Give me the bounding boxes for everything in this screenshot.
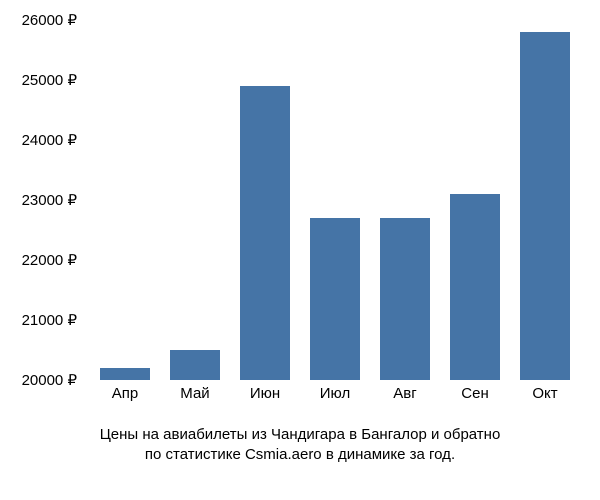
price-chart: 20000 ₽21000 ₽22000 ₽23000 ₽24000 ₽25000… (90, 20, 580, 400)
y-tick-label: 22000 ₽ (22, 251, 77, 269)
y-tick-label: 25000 ₽ (22, 71, 77, 89)
x-tick-label: Май (180, 385, 209, 402)
y-tick-label: 21000 ₽ (22, 311, 77, 329)
y-axis: 20000 ₽21000 ₽22000 ₽23000 ₽24000 ₽25000… (0, 20, 85, 380)
x-tick-label: Апр (112, 385, 138, 402)
y-tick-label: 26000 ₽ (22, 11, 77, 29)
bar (380, 218, 430, 380)
bar (100, 368, 150, 380)
bar (170, 350, 220, 380)
x-tick-label: Июн (250, 385, 280, 402)
chart-caption: Цены на авиабилеты из Чандигара в Бангал… (0, 425, 600, 466)
x-tick-label: Авг (393, 385, 416, 402)
bar (310, 218, 360, 380)
y-tick-label: 24000 ₽ (22, 131, 77, 149)
caption-line-1: Цены на авиабилеты из Чандигара в Бангал… (100, 426, 501, 443)
bar (520, 32, 570, 380)
y-tick-label: 23000 ₽ (22, 191, 77, 209)
bars-group (90, 20, 580, 380)
bar (450, 194, 500, 380)
plot-area: 20000 ₽21000 ₽22000 ₽23000 ₽24000 ₽25000… (90, 20, 580, 380)
y-tick-label: 20000 ₽ (22, 371, 77, 389)
x-axis: Апр Май Июн Июл Авг Сен Окт (90, 385, 580, 405)
bar (240, 86, 290, 380)
x-tick-label: Окт (532, 385, 557, 402)
x-tick-label: Июл (320, 385, 350, 402)
x-tick-label: Сен (461, 385, 488, 402)
caption-line-2: по статистике Csmia.aero в динамике за г… (145, 446, 455, 463)
